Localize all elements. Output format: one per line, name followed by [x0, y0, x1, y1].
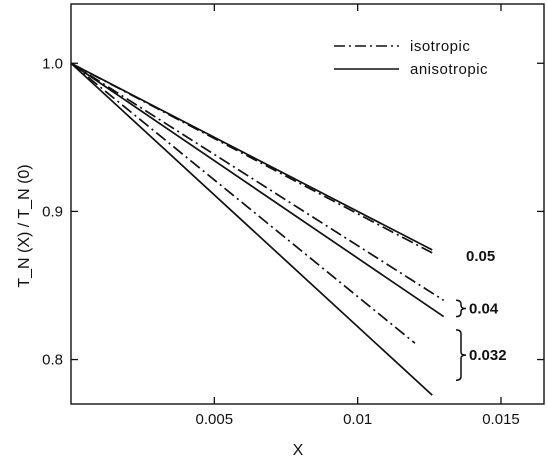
annotation-layer: 0.05 0.04 0.032	[455, 248, 507, 382]
plot-frame	[70, 3, 545, 405]
series-layer	[70, 62, 445, 396]
series-line-solid-0_032	[70, 62, 433, 396]
x-tick-label: 0.015	[482, 411, 520, 428]
y-axis-label: T_N (X) / T_N (0)	[16, 164, 33, 287]
y-tick-label: 0.9	[42, 203, 63, 220]
y-tick-label: 1.0	[42, 55, 63, 72]
legend-label-isotropic: isotropic	[410, 38, 470, 55]
group-label: 0.032	[469, 347, 507, 364]
legend-label-anisotropic: anisotropic	[410, 61, 488, 78]
group-label: 0.04	[469, 300, 499, 317]
x-tick-label: 0.01	[343, 411, 372, 428]
y-axis-ticks: 0.8 0.9 1.0	[42, 55, 544, 369]
group-brace	[455, 329, 467, 382]
x-axis-label: X	[293, 442, 304, 459]
series-line-solid-0_04	[70, 62, 445, 318]
x-tick-label: 0.005	[196, 411, 234, 428]
series-line-dashdot-0_04	[70, 62, 445, 302]
x-axis-ticks: 0.005 0.01 0.015	[196, 4, 520, 428]
y-tick-label: 0.8	[42, 352, 63, 369]
series-line-dashdot-0_05	[70, 62, 433, 254]
group-brace	[455, 299, 467, 318]
series-line-dashdot-0_032	[70, 62, 416, 344]
legend: isotropic anisotropic	[334, 38, 488, 78]
group-label: 0.05	[466, 248, 495, 265]
